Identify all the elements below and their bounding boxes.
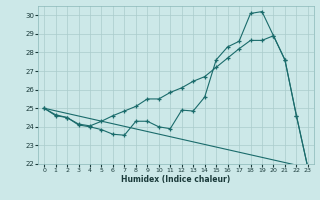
X-axis label: Humidex (Indice chaleur): Humidex (Indice chaleur) [121, 175, 231, 184]
